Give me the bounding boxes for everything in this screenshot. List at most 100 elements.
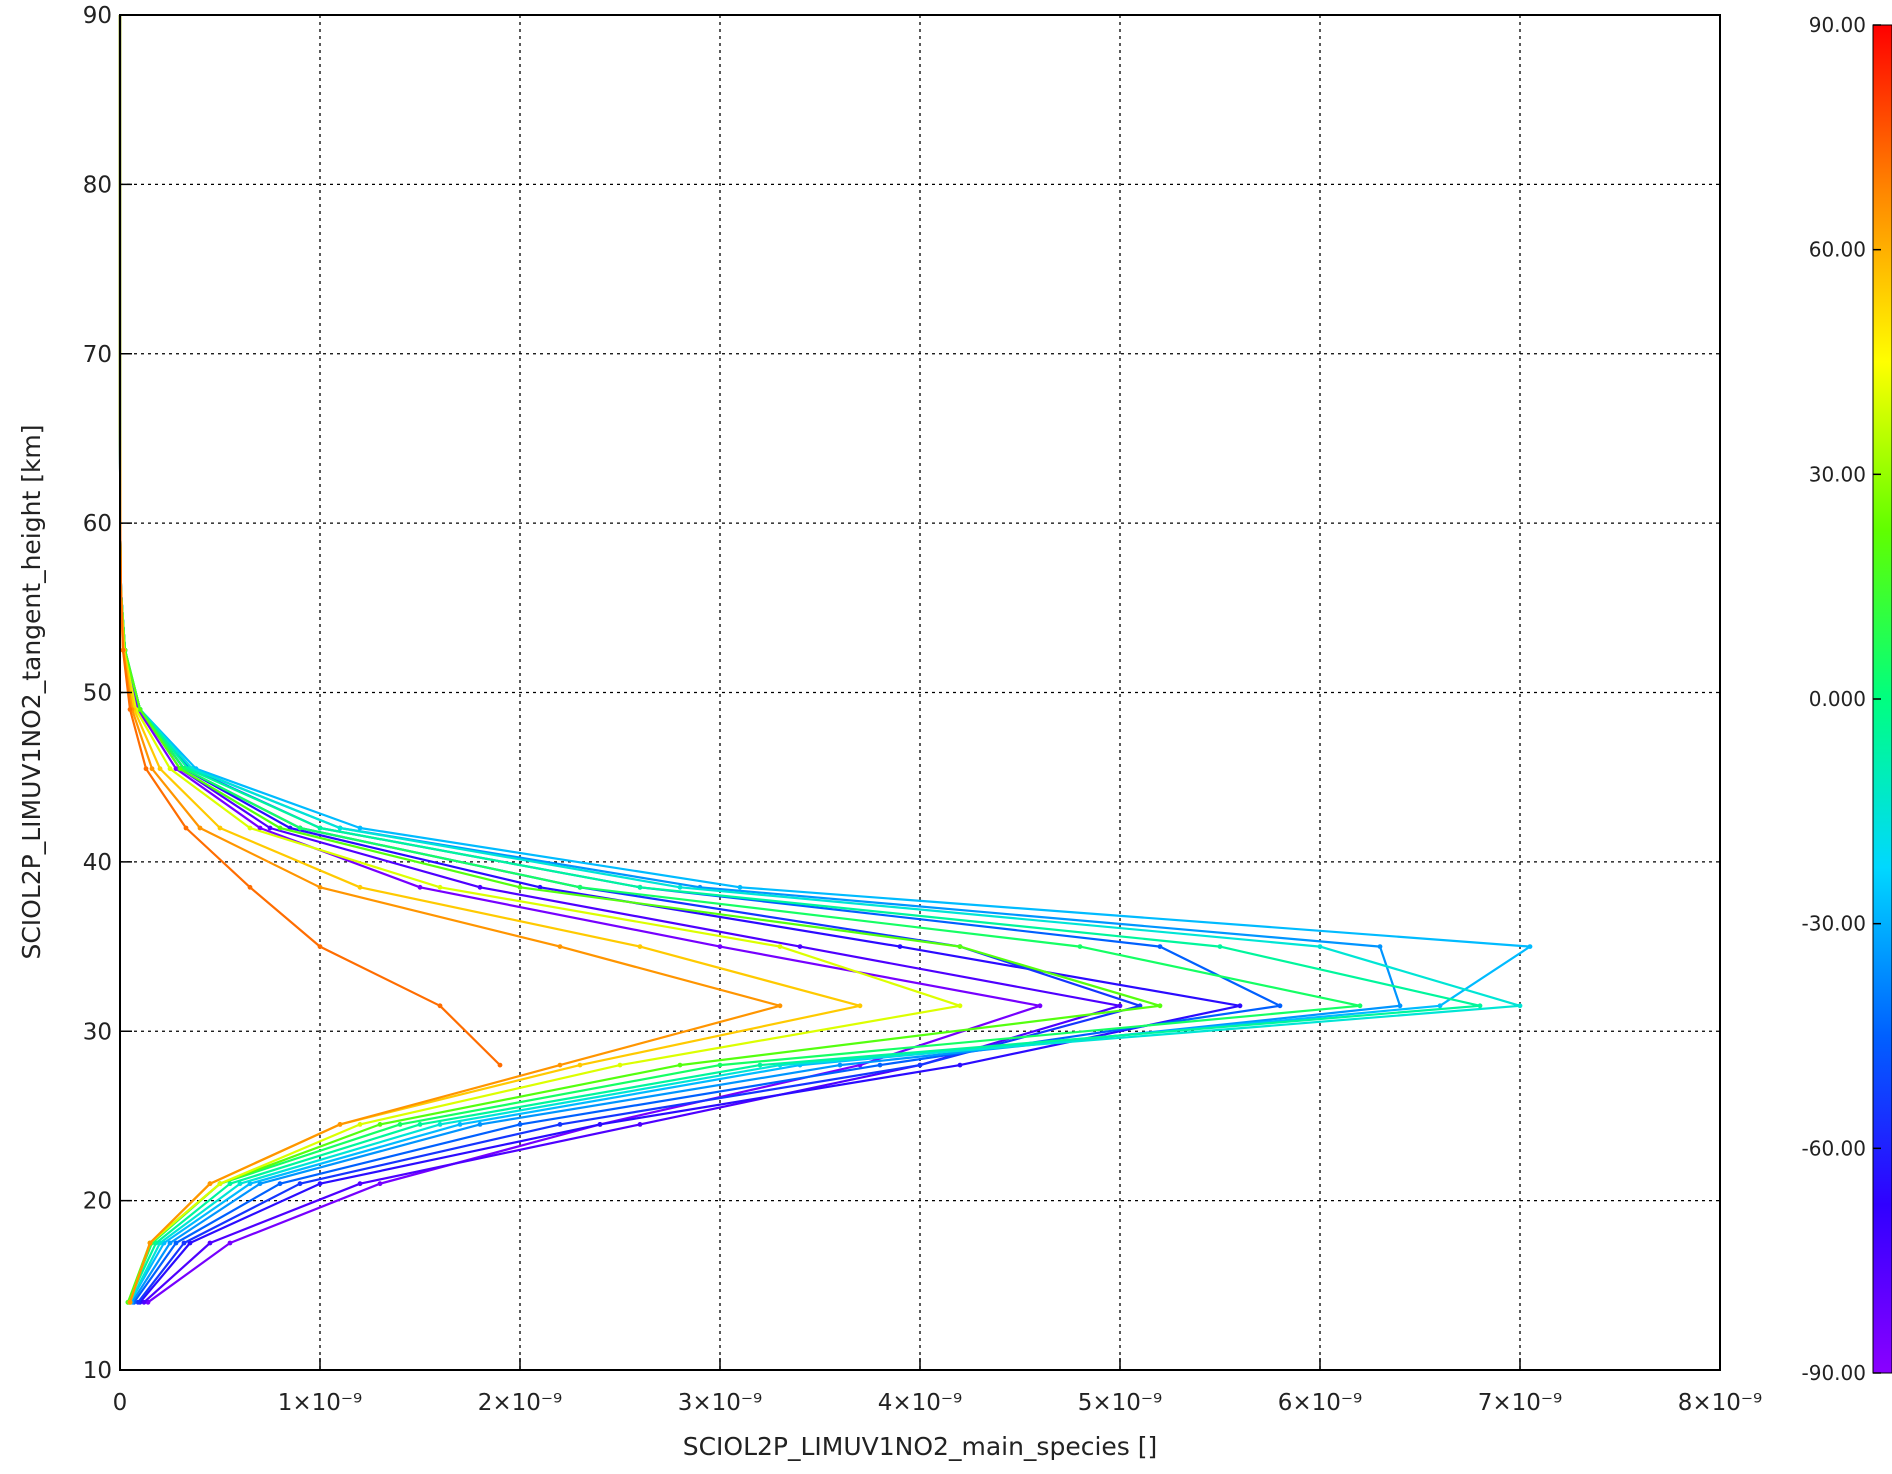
series-line	[118, 15, 782, 1303]
data-point	[637, 944, 643, 949]
colorbar-tick-label: -90.00	[1802, 1361, 1866, 1385]
data-point	[917, 1062, 923, 1068]
data-point	[217, 825, 223, 831]
series-line	[118, 15, 1142, 1303]
data-point	[1037, 1003, 1043, 1009]
data-point	[897, 944, 903, 949]
data-point	[877, 1062, 883, 1068]
data-point	[147, 1240, 153, 1246]
data-point	[1237, 1003, 1243, 1009]
data-point	[557, 944, 563, 949]
data-point	[757, 1062, 763, 1068]
y-tick-label: 10	[83, 1358, 112, 1384]
data-point	[317, 944, 323, 949]
data-point	[557, 1062, 563, 1068]
y-axis-ticks: 10 20 30 40 50 60 70 80 90	[83, 3, 132, 1384]
series-line	[118, 15, 1242, 1304]
data-point	[277, 1181, 283, 1187]
data-point	[297, 1181, 303, 1187]
data-point	[377, 1122, 383, 1127]
data-point	[617, 1062, 623, 1068]
data-point	[1397, 1003, 1403, 1009]
data-point	[257, 1181, 263, 1187]
series-line	[118, 15, 1532, 1303]
data-point	[957, 1003, 963, 1009]
data-point	[357, 825, 363, 831]
data-point	[637, 1122, 643, 1127]
data-point	[247, 825, 253, 831]
x-tick-label: 6×10⁻⁹	[1278, 1390, 1363, 1416]
data-point	[181, 1240, 187, 1246]
data-point	[557, 1122, 563, 1127]
series-line	[118, 15, 1282, 1303]
data-point	[437, 884, 443, 890]
data-point	[677, 1062, 683, 1068]
data-point	[1527, 944, 1533, 949]
x-tick-label: 4×10⁻⁹	[878, 1390, 963, 1416]
data-point	[217, 1181, 223, 1187]
data-point	[437, 1122, 443, 1127]
series-line	[118, 15, 1362, 1303]
data-point	[143, 766, 149, 772]
y-tick-label: 30	[83, 1019, 112, 1045]
data-point	[173, 766, 179, 772]
data-point	[1217, 944, 1223, 949]
series-line	[118, 15, 501, 1066]
x-tick-label: 0	[113, 1390, 128, 1416]
series-line	[118, 15, 1122, 1304]
series-line	[118, 15, 1402, 1303]
data-point	[141, 1299, 147, 1305]
data-point	[317, 1181, 323, 1187]
series-line	[118, 15, 862, 1303]
data-point	[837, 1062, 843, 1068]
data-point	[237, 1181, 243, 1187]
data-point	[957, 1062, 963, 1068]
data-point	[437, 1003, 443, 1009]
data-point	[127, 1299, 133, 1305]
data-point	[1137, 1003, 1143, 1009]
y-tick-label: 70	[83, 342, 112, 368]
grid	[120, 15, 1720, 1370]
series-line	[118, 15, 1482, 1303]
data-point	[1377, 944, 1383, 949]
data-point	[417, 1122, 423, 1127]
y-axis-label: SCIOL2P_LIMUV1NO2_tangent_height [km]	[17, 424, 46, 959]
data-point	[257, 825, 263, 831]
y-tick-label: 90	[83, 3, 112, 29]
data-point	[247, 1181, 253, 1187]
colorbar-tick-label: 0.000	[1809, 687, 1866, 711]
data-point	[777, 944, 783, 949]
data-point	[457, 1122, 463, 1127]
data-point	[317, 825, 323, 831]
data-point	[1437, 1003, 1443, 1009]
data-point	[677, 884, 683, 890]
data-point	[120, 647, 126, 653]
data-point	[517, 1122, 523, 1127]
x-tick-label: 2×10⁻⁹	[478, 1390, 563, 1416]
data-point	[637, 884, 643, 890]
data-point	[173, 1240, 179, 1246]
colorbar-tick-label: 90.00	[1809, 13, 1866, 37]
data-point	[737, 884, 743, 890]
data-point	[777, 1003, 783, 1009]
data-point	[357, 1122, 363, 1127]
data-point	[717, 1062, 723, 1068]
data-point	[227, 1240, 233, 1246]
data-point	[597, 1122, 603, 1127]
y-tick-label: 50	[83, 681, 112, 707]
data-point	[537, 884, 543, 890]
data-point	[207, 1240, 213, 1246]
data-point	[1477, 1003, 1483, 1009]
data-point	[397, 1122, 403, 1127]
data-point	[357, 884, 363, 890]
data-point	[157, 766, 163, 772]
data-point	[1277, 1003, 1283, 1009]
data-point	[577, 1062, 583, 1068]
data-point	[477, 884, 483, 890]
data-point	[1317, 944, 1323, 949]
data-point	[337, 1122, 343, 1127]
data-point	[337, 825, 343, 831]
y-tick-label: 40	[83, 850, 112, 876]
data-point	[137, 707, 143, 712]
